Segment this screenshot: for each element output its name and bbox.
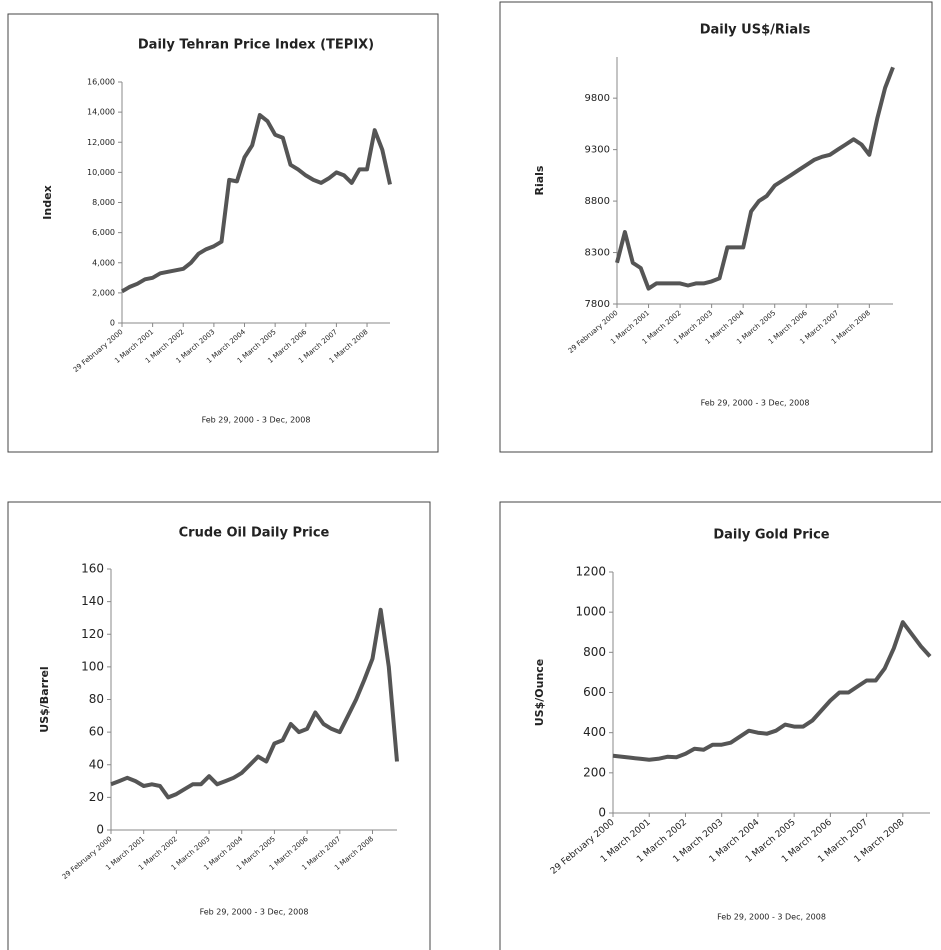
chart-title: Crude Oil Daily Price <box>179 526 330 541</box>
y-tick-label: 8,000 <box>92 198 115 207</box>
x-tick-label: 29 February 2000 <box>72 328 125 374</box>
data-line <box>110 607 399 800</box>
chart-title: Daily Gold Price <box>713 528 829 543</box>
y-tick-label: 800 <box>583 645 606 659</box>
panel-frame <box>7 13 439 453</box>
y-axis-label: Index <box>41 185 54 219</box>
panel-frame <box>499 1 933 453</box>
y-tick-label: 1200 <box>575 565 606 579</box>
x-axis-label: Feb 29, 2000 - 3 Dec, 2008 <box>200 908 309 917</box>
y-tick-label: 7800 <box>585 299 610 310</box>
y-tick-label: 9300 <box>585 145 610 156</box>
y-axis-label: Rials <box>533 165 546 195</box>
data-line <box>612 620 932 762</box>
y-tick-label: 80 <box>89 692 104 706</box>
y-tick-label: 600 <box>583 685 606 699</box>
x-axis-label: Feb 29, 2000 - 3 Dec, 2008 <box>202 416 311 425</box>
x-axis-label: Feb 29, 2000 - 3 Dec, 2008 <box>717 913 826 922</box>
y-tick-label: 400 <box>583 725 606 739</box>
y-tick-label: 140 <box>81 594 104 608</box>
y-tick-label: 0 <box>110 319 115 328</box>
x-tick-label: 29 February 2000 <box>61 835 114 881</box>
y-axis-label: US$/Barrel <box>38 666 51 732</box>
x-tick-label: 29 February 2000 <box>549 817 617 876</box>
y-tick-label: 2,000 <box>92 288 115 297</box>
y-tick-label: 120 <box>81 627 104 641</box>
y-tick-label: 12,000 <box>87 138 115 147</box>
y-tick-label: 160 <box>81 562 104 576</box>
data-line <box>120 113 392 294</box>
y-tick-label: 9800 <box>585 93 610 104</box>
panel-frame <box>499 501 941 950</box>
data-line <box>615 66 895 291</box>
y-tick-label: 0 <box>598 806 606 820</box>
y-tick-label: 1000 <box>575 605 606 619</box>
x-tick-label: 29 February 2000 <box>567 309 620 355</box>
y-tick-label: 10,000 <box>87 168 115 177</box>
y-tick-label: 200 <box>583 765 606 779</box>
y-tick-label: 8300 <box>585 248 610 259</box>
y-tick-label: 8800 <box>585 196 610 207</box>
y-tick-label: 6,000 <box>92 228 115 237</box>
x-axis-label: Feb 29, 2000 - 3 Dec, 2008 <box>701 399 810 408</box>
y-tick-label: 14,000 <box>87 108 115 117</box>
y-tick-label: 20 <box>89 790 104 804</box>
y-tick-label: 16,000 <box>87 78 115 87</box>
y-tick-label: 40 <box>89 757 104 771</box>
y-tick-label: 4,000 <box>92 258 115 267</box>
panel-frame <box>7 501 431 950</box>
y-tick-label: 60 <box>89 725 104 739</box>
y-tick-label: 100 <box>81 659 104 673</box>
chart-title: Daily US$/Rials <box>700 23 811 38</box>
chart-title: Daily Tehran Price Index (TEPIX) <box>138 38 374 53</box>
y-tick-label: 0 <box>96 823 104 837</box>
y-axis-label: US$/Ounce <box>533 659 546 727</box>
